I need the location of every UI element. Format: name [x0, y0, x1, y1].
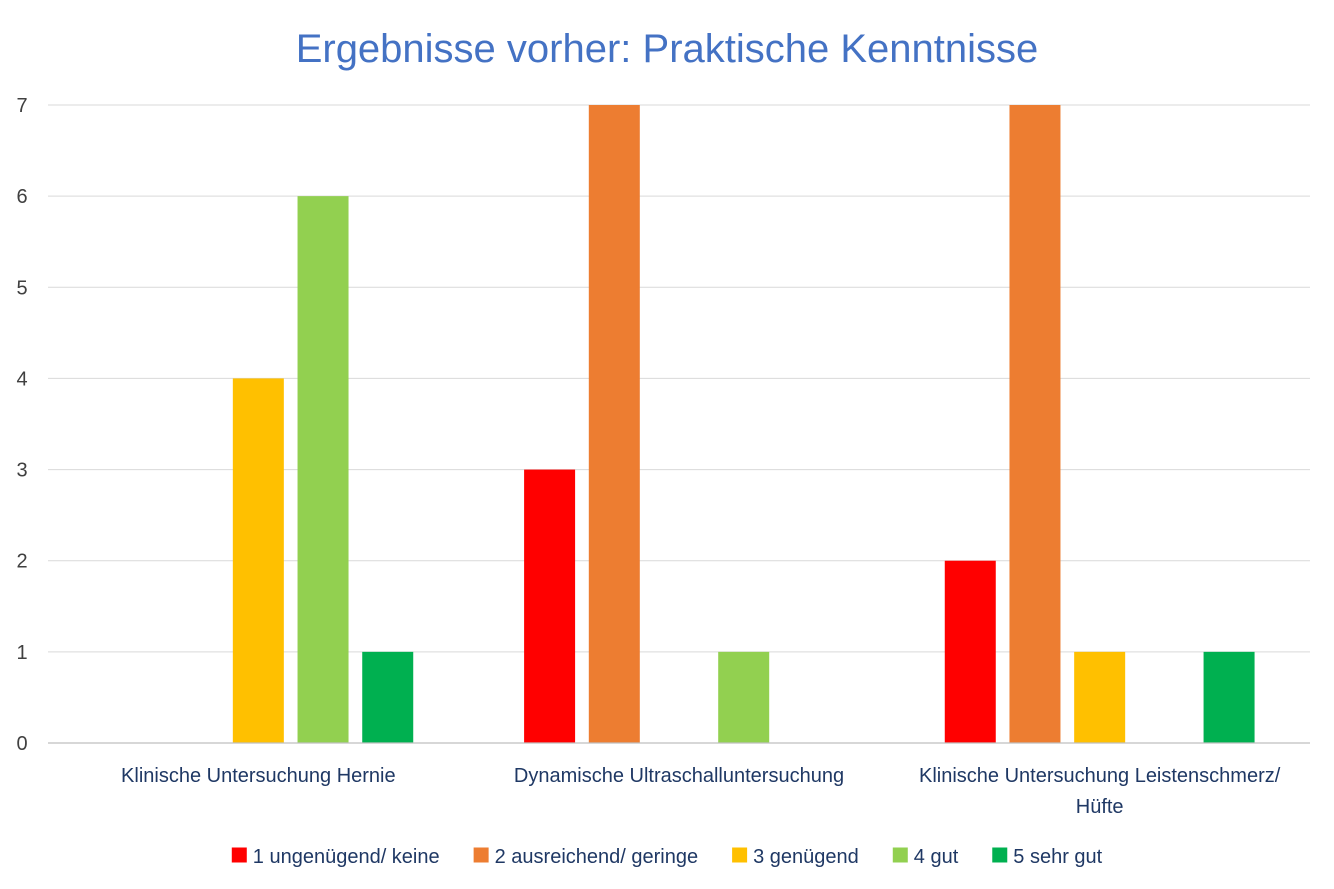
- bar: [588, 105, 640, 743]
- y-tick-label: 7: [16, 95, 27, 117]
- y-tick-label: 4: [16, 368, 27, 390]
- chart-title: Ergebnisse vorher: Praktische Kenntnisse: [296, 27, 1039, 71]
- bar: [1074, 651, 1126, 743]
- y-tick-label: 5: [16, 277, 27, 299]
- y-tick-label: 3: [16, 460, 27, 482]
- y-axis-ticks: 0 1 2 3 4 5 6 7: [16, 95, 27, 755]
- legend-label: 5 sehr gut: [1013, 846, 1102, 868]
- legend-item: 3 genügend: [732, 846, 859, 868]
- legend-item: 5 sehr gut: [992, 846, 1103, 868]
- legend-item: 2 ausreichend/ geringe: [473, 846, 698, 868]
- y-tick-label: 1: [16, 642, 27, 664]
- legend-swatch: [732, 847, 748, 863]
- category-label: Dynamische Ultraschalluntersuchung: [514, 765, 844, 787]
- bar: [1009, 105, 1061, 743]
- legend-label: 1 ungenügend/ keine: [253, 846, 440, 868]
- bar: [232, 378, 284, 743]
- legend-swatch: [231, 847, 247, 863]
- legend-item: 4 gut: [892, 846, 959, 868]
- legend-label: 2 ausreichend/ geringe: [495, 846, 698, 868]
- y-tick-label: 2: [16, 551, 27, 573]
- category-label: Hüfte: [1076, 796, 1124, 818]
- category-label: Klinische Untersuchung Leistenschmerz/: [919, 765, 1281, 787]
- legend-swatch: [473, 847, 489, 863]
- legend-swatch: [892, 847, 908, 863]
- bar: [362, 651, 414, 743]
- bar: [1203, 651, 1255, 743]
- bar: [944, 560, 996, 743]
- legend-swatch: [992, 847, 1008, 863]
- bar: [718, 651, 770, 743]
- x-axis-categories: Klinische Untersuchung Hernie Dynamische …: [121, 765, 1281, 818]
- y-tick-label: 6: [16, 186, 27, 208]
- legend-item: 1 ungenügend/ keine: [231, 846, 440, 868]
- y-tick-label: 0: [16, 733, 27, 755]
- bars: [232, 105, 1255, 744]
- bar: [297, 196, 349, 744]
- bar: [524, 469, 576, 743]
- legend: 1 ungenügend/ keine 2 ausreichend/ gering…: [231, 846, 1103, 868]
- category-label: Klinische Untersuchung Hernie: [121, 765, 396, 787]
- legend-label: 4 gut: [914, 846, 959, 868]
- legend-label: 3 genügend: [753, 846, 859, 868]
